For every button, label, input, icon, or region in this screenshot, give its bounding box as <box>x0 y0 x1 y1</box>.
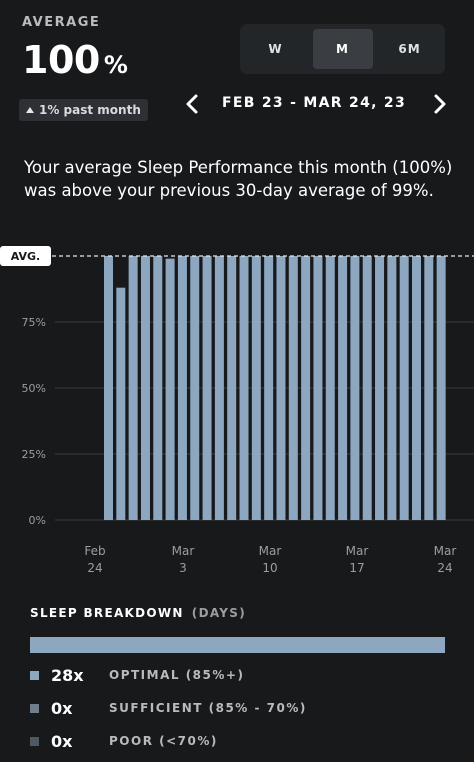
bar <box>350 256 360 520</box>
breakdown-row-poor: 0x POOR (<70%) <box>30 731 218 751</box>
bar <box>128 256 138 520</box>
breakdown-row-optimal: 28x OPTIMAL (85%+) <box>30 665 244 685</box>
x-tick-month: Mar <box>346 544 369 558</box>
optimal-swatch <box>30 670 39 680</box>
bar <box>251 256 261 520</box>
x-tick-month: Mar <box>172 544 195 558</box>
bar <box>375 256 385 520</box>
bar <box>399 256 409 520</box>
bar <box>264 256 274 520</box>
summary-text: Your average Sleep Performance this mont… <box>24 158 453 200</box>
bar <box>153 256 163 520</box>
trend-badge: 1% past month <box>19 99 148 121</box>
x-tick-day: 24 <box>437 561 452 575</box>
sufficient-count: 0x <box>51 698 73 718</box>
average-value: 100% <box>22 38 128 82</box>
poor-label: POOR (<70%) <box>109 734 218 748</box>
trend-up-icon <box>26 107 34 113</box>
x-tick-month: Feb <box>84 544 105 558</box>
x-tick-day: 17 <box>349 561 364 575</box>
bar <box>177 256 187 520</box>
bar <box>313 256 323 520</box>
bar <box>301 256 311 520</box>
bar <box>325 256 335 520</box>
x-tick-day: 3 <box>179 561 187 575</box>
average-tag <box>0 246 51 266</box>
bar <box>412 256 421 520</box>
breakdown-title-text: SLEEP BREAKDOWN <box>30 606 184 620</box>
chevron-right-icon[interactable] <box>431 92 449 116</box>
trend-text: 1% past month <box>39 103 141 117</box>
date-range-label: FEB 23 - MAR 24, 23 <box>222 95 406 111</box>
bar <box>387 256 397 520</box>
average-tag-label: AVG. <box>11 250 41 263</box>
chevron-left-icon[interactable] <box>183 92 201 116</box>
bar <box>288 256 298 520</box>
bar <box>116 287 126 520</box>
optimal-count: 28x <box>51 665 84 685</box>
sufficient-swatch <box>30 703 39 713</box>
y-tick-label: 25% <box>22 448 46 461</box>
average-unit: % <box>103 51 128 79</box>
breakdown-bar <box>30 637 445 653</box>
poor-swatch <box>30 736 39 746</box>
bar <box>190 256 200 520</box>
bar <box>362 256 372 520</box>
y-tick-label: 75% <box>22 316 46 329</box>
poor-count: 0x <box>51 731 73 751</box>
x-tick-month: Mar <box>434 544 457 558</box>
range-option-week[interactable]: W <box>268 42 283 56</box>
bar <box>276 256 286 520</box>
breakdown-row-sufficient: 0x SUFFICIENT (85% - 70%) <box>30 698 307 718</box>
optimal-label: OPTIMAL (85%+) <box>109 668 245 682</box>
bar <box>436 256 446 520</box>
average-label: AVERAGE <box>22 15 101 30</box>
bar <box>202 256 212 520</box>
performance-chart: 0% 25% 50% 75% AVG. Feb 24 Mar 3 Mar 10 Mar 17 Mar 24 <box>0 246 474 575</box>
bar <box>338 256 348 520</box>
x-tick-day: 10 <box>262 561 277 575</box>
bar <box>104 256 113 520</box>
x-tick-day: 24 <box>87 561 102 575</box>
y-tick-label: 0% <box>29 514 46 527</box>
range-option-6-months[interactable]: 6M <box>398 42 421 56</box>
bar <box>239 256 249 520</box>
range-selector: W M 6M <box>240 24 445 74</box>
average-number: 100 <box>22 38 100 82</box>
sufficient-label: SUFFICIENT (85% - 70%) <box>109 701 307 715</box>
y-tick-label: 50% <box>22 382 46 395</box>
bar <box>140 256 150 520</box>
bar <box>165 258 175 520</box>
bar <box>227 256 237 520</box>
breakdown-title: SLEEP BREAKDOWN (DAYS) <box>30 606 246 620</box>
bar <box>424 256 434 520</box>
bar <box>214 256 224 520</box>
range-option-month[interactable]: M <box>312 29 373 69</box>
breakdown-subtitle: (DAYS) <box>191 606 246 620</box>
x-tick-month: Mar <box>259 544 282 558</box>
